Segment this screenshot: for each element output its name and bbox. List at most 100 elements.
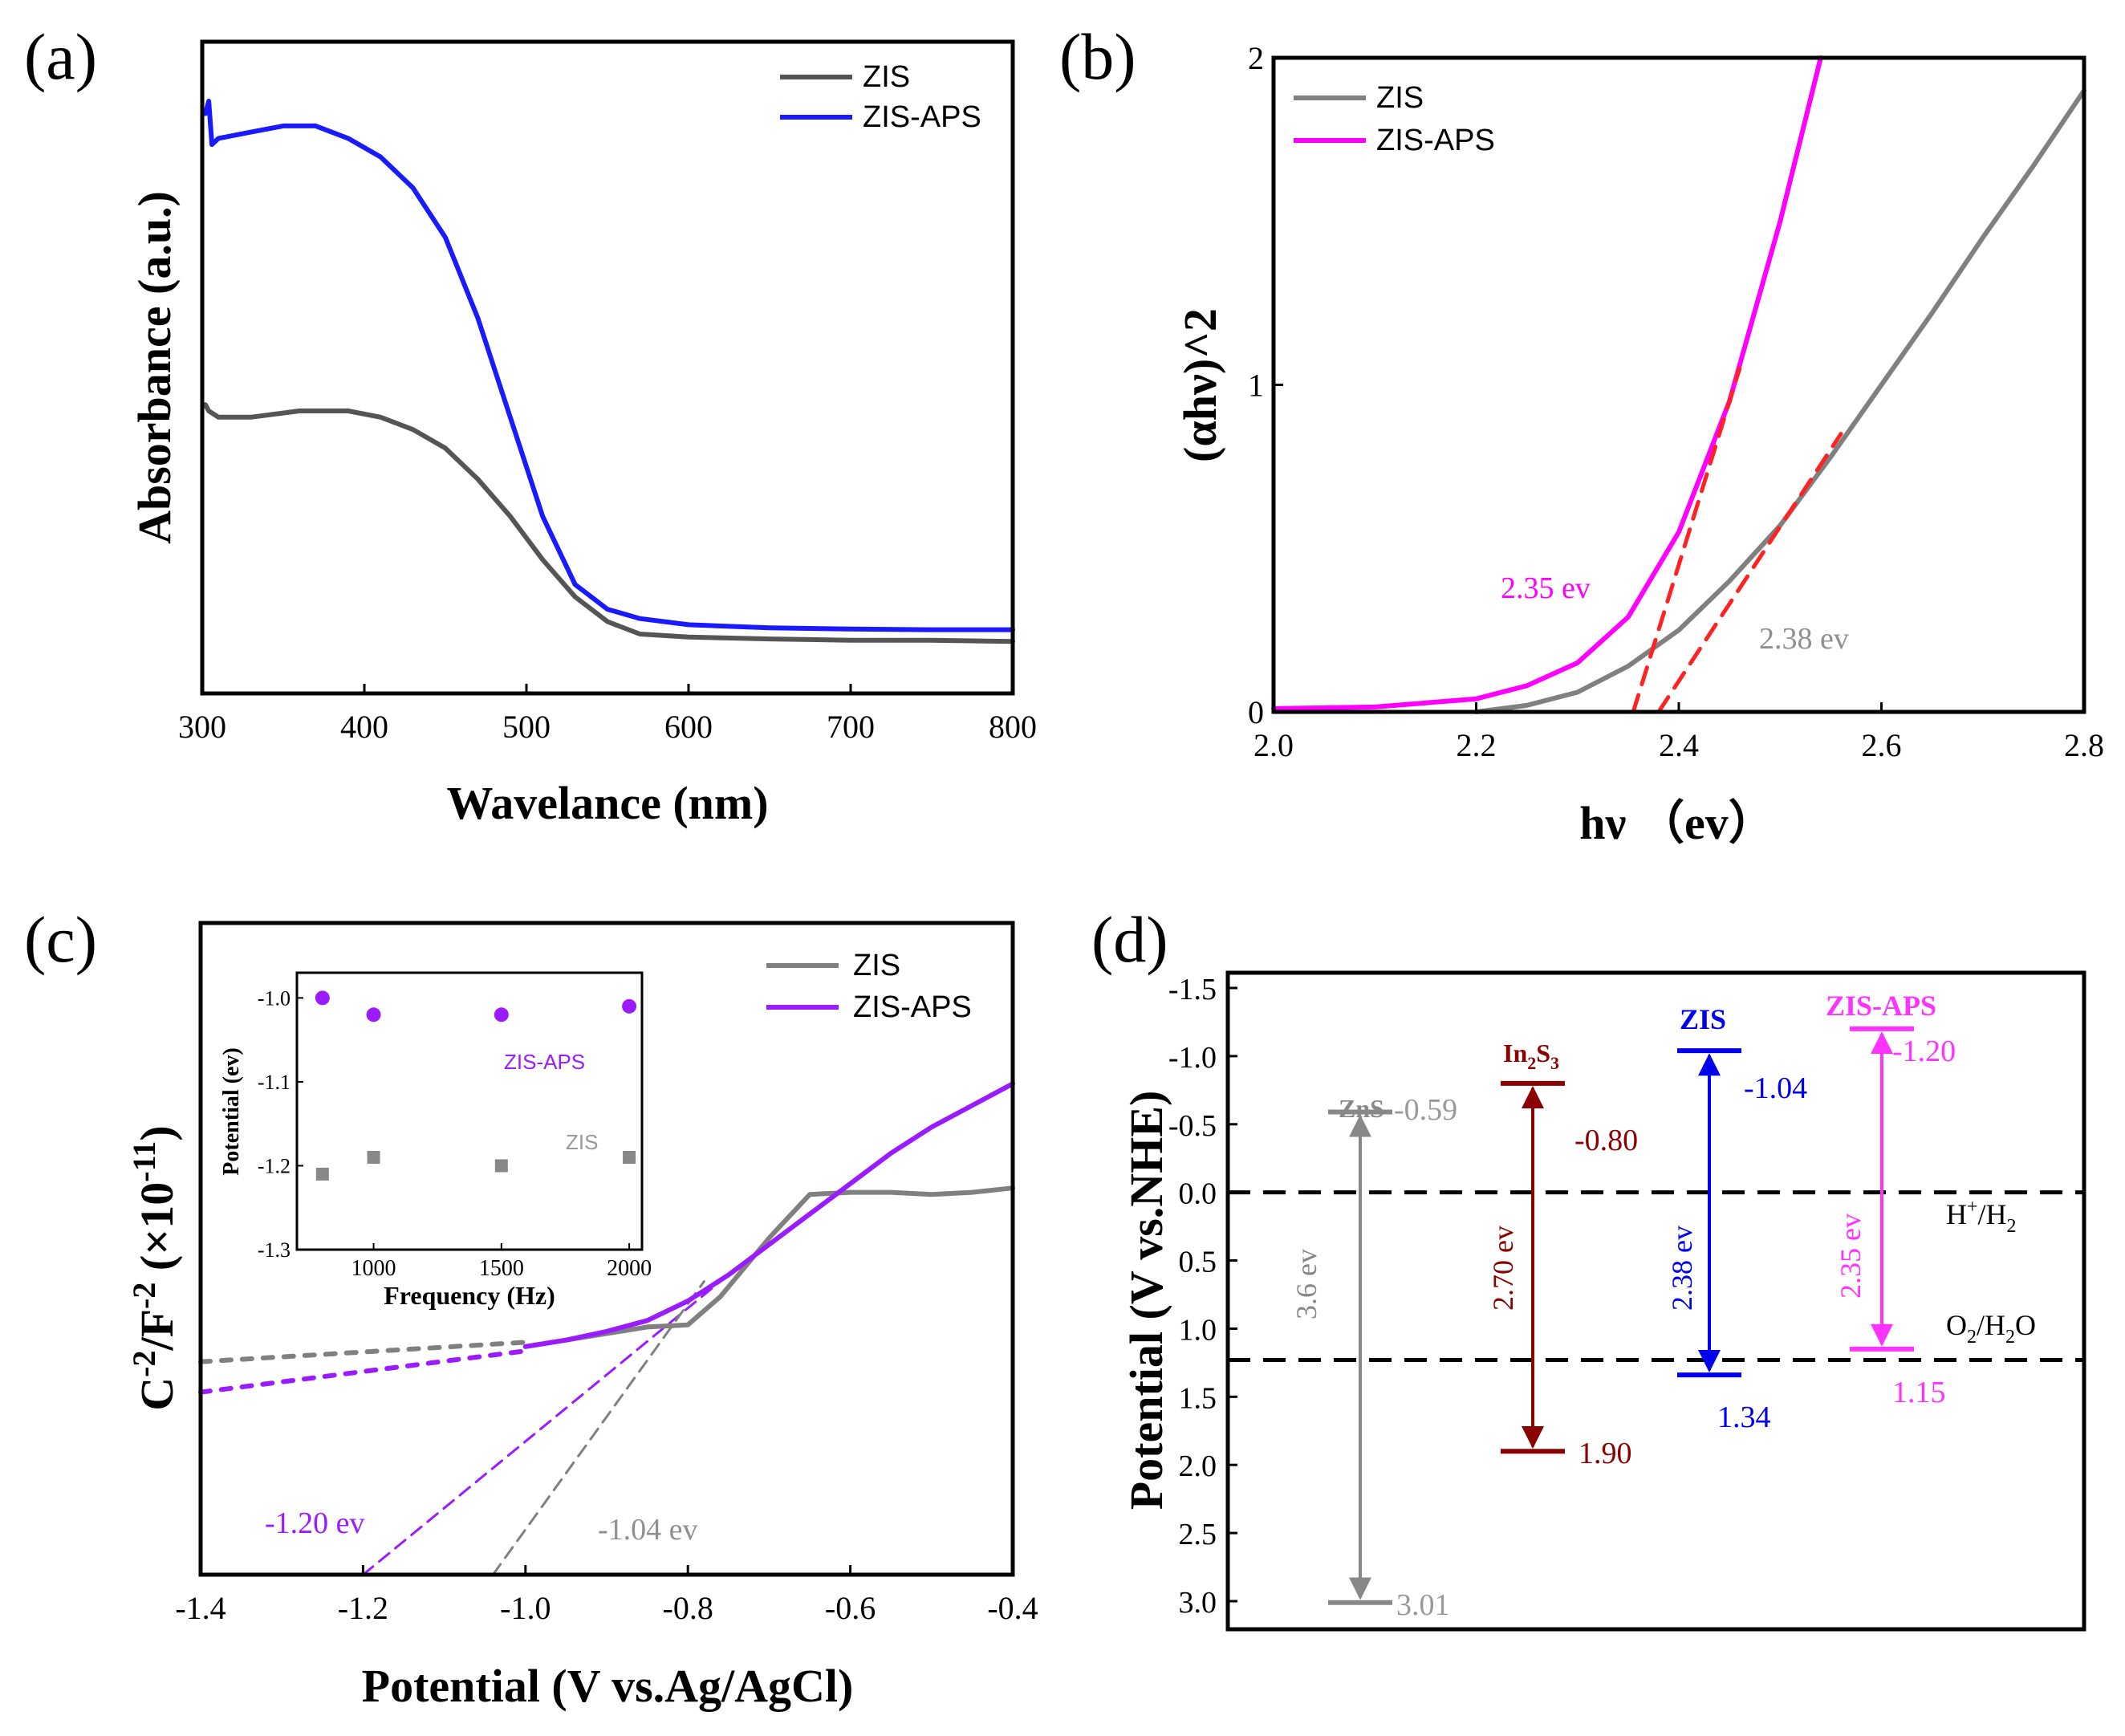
zis-aps-gap-value: 2.35 ev (1834, 1214, 1867, 1299)
panel-d: (d) -1.5 -1.0 -0.5 0.0 0.5 1.0 1.5 2.0 2.5 3.0 Po… (1091, 903, 2086, 1632)
in2s3-name: In2S3 (1503, 1039, 1559, 1073)
panel-b-legend-zis: ZIS (1376, 81, 1424, 115)
panel-a-x-tick-label: 300 (178, 709, 226, 745)
panel-d-label: (d) (1091, 903, 1168, 976)
panel-b-y-tick-label: 2 (1248, 40, 1264, 76)
panel-b-x-tick-label: 2.8 (2064, 727, 2104, 763)
inset-frame (295, 971, 644, 1251)
panel-b-fit-line-2 (1656, 432, 1843, 714)
zns-gap-value: 3.6 ev (1290, 1249, 1323, 1319)
panel-b-y-axis-label: (αhν)^2 (1174, 308, 1226, 462)
panel-c-frame (198, 921, 1015, 1577)
panel-c-x-tick-label: -1.0 (500, 1590, 551, 1626)
in2s3-vb-value: 1.90 (1579, 1437, 1632, 1470)
inset-point-zis-aps (315, 990, 330, 1006)
panel-c-legend-zis-aps: ZIS-APS (853, 990, 972, 1024)
panel-c-label: (c) (24, 903, 97, 976)
panel-d-y-tick-label: 2.5 (1179, 1518, 1217, 1551)
panel-d-y-axis-label: Potential (V vs.NHE) (1120, 1091, 1172, 1510)
inset-point-zis-aps (622, 998, 637, 1014)
zis-name: ZIS (1680, 1003, 1726, 1035)
inset-point-zis (623, 1151, 636, 1164)
panel-c-extrapolation-1 (198, 1340, 528, 1364)
zis-aps-name: ZIS-APS (1826, 990, 1936, 1022)
panel-d-level-h-label: H+/H2 (1946, 1197, 2017, 1237)
panel-c-x-axis-label: Potential (V vs.Ag/AgCl) (362, 1660, 854, 1712)
inset-x-axis-label: Frequency (Hz) (384, 1281, 555, 1310)
panel-c-x-tick-label: -1.4 (175, 1590, 226, 1626)
panel-c-series-zis (522, 1185, 1015, 1349)
inset-plot-area (315, 990, 637, 1181)
panel-c-extrapolation-2 (198, 1348, 528, 1395)
panel-a-legend-zis: ZIS (863, 60, 910, 94)
panel-b-label: (b) (1059, 20, 1136, 93)
panel-b-y-tick-label: 0 (1248, 694, 1264, 730)
panel-c-extrapolation-3 (361, 1280, 722, 1576)
panel-a-series-zis-aps (203, 99, 1015, 632)
panel-b-x-tick-label: 2.0 (1253, 727, 1294, 763)
zis-cb-value: -1.04 (1744, 1071, 1807, 1105)
panel-d-y-tick-label: -1.0 (1168, 1041, 1217, 1075)
panel-a-x-tick-label: 500 (502, 709, 551, 745)
panel-b-annotation-zis-aps: 2.35 ev (1501, 571, 1591, 605)
panel-d-y-tick-label: 0.5 (1179, 1246, 1217, 1279)
panel-c-y-axis-label: C-2/F-2 (×10-11) (126, 1125, 183, 1410)
panel-a-frame (200, 39, 1015, 696)
panel-d-level-o-label: O2/H2O (1946, 1309, 2036, 1348)
panel-b-series-zis (1473, 87, 2086, 714)
panel-b-x-ticks: 2.0 2.2 2.4 2.6 2.8 (1253, 702, 2104, 763)
panel-c-extrapolation-4 (491, 1280, 705, 1576)
panel-b-x-tick-label: 2.6 (1862, 727, 1902, 763)
inset-x-ticks: 1000 1500 2000 (351, 1243, 652, 1281)
panel-d-frame (1225, 970, 2086, 1632)
inset-label-zis: ZIS (566, 1130, 598, 1154)
panel-a-x-tick-label: 700 (827, 709, 875, 745)
in2s3-gap-value: 2.70 ev (1487, 1226, 1519, 1311)
panel-c: (c) -1.4 -1.2 -1.0 -0.8 -0.6 -0.4 Potential (… (24, 903, 1038, 1712)
zis-aps-vb-value: 1.15 (1892, 1376, 1946, 1409)
panel-d-y-tick-label: 1.5 (1179, 1381, 1217, 1415)
panel-a-x-tick-label: 400 (340, 709, 388, 745)
panel-a-legend-zis-aps: ZIS-APS (863, 100, 981, 134)
panel-d-y-tick-label: 1.0 (1179, 1313, 1217, 1347)
panel-d-plot-area (1228, 1026, 2084, 1605)
panel-d-y-tick-label: -0.5 (1168, 1109, 1217, 1143)
panel-d-y-tick-label: 0.0 (1179, 1177, 1217, 1211)
panel-a-y-axis-label: Absorbance (a.u.) (128, 191, 181, 544)
panel-a-x-ticks: 300 400 500 600 700 800 (178, 684, 1037, 745)
panel-c-series-zis-aps (522, 1081, 1015, 1349)
zis-gap-value: 2.38 ev (1666, 1226, 1698, 1311)
panel-b-series-zis-aps (1271, 55, 1823, 711)
panel-c-legend: ZIS ZIS-APS (766, 949, 972, 1024)
panel-c-plot-area (198, 1081, 1015, 1576)
panel-c-x-tick-label: -0.8 (663, 1590, 713, 1626)
panel-c-x-tick-label: -0.6 (825, 1590, 876, 1626)
panel-a-x-tick-label: 800 (989, 709, 1037, 745)
panel-a-plot-area (203, 99, 1015, 644)
zns-vb-value: 3.01 (1396, 1588, 1450, 1622)
inset-point-zis-aps (494, 1007, 509, 1022)
panel-c-annotation-zis-aps: -1.20 ev (265, 1506, 365, 1540)
panel-b-y-ticks: 0 1 2 (1248, 40, 1283, 730)
in2s3-cb-value: -0.80 (1574, 1124, 1638, 1157)
zns-cb-value: -0.59 (1394, 1093, 1457, 1127)
inset-point-zis (315, 1167, 329, 1181)
panel-b-legend: ZIS ZIS-APS (1294, 81, 1495, 157)
panel-b-fit-line-1 (1631, 366, 1742, 714)
panel-c-x-tick-label: -0.4 (987, 1590, 1038, 1626)
panel-a-label: (a) (24, 20, 97, 93)
zis-vb-value: 1.34 (1717, 1401, 1771, 1434)
panel-b-legend-zis-aps: ZIS-APS (1376, 124, 1495, 157)
inset-y-tick-label: -1.0 (258, 986, 291, 1010)
panel-b-x-axis-label: hν （ev） (1579, 797, 1774, 849)
panel-a: (a) 300 400 500 600 700 800 Wavelance (nm) Ab… (24, 20, 1037, 829)
inset-y-tick-label: -1.2 (258, 1154, 291, 1177)
panel-b-y-tick-label: 1 (1248, 368, 1264, 404)
inset-y-tick-label: -1.1 (258, 1071, 291, 1094)
panel-c-annotation-zis: -1.04 ev (598, 1513, 698, 1547)
panel-d-y-tick-label: -1.5 (1168, 973, 1217, 1006)
inset-point-zis-aps (366, 1007, 381, 1022)
panel-b: (b) 2.0 2.2 2.4 2.6 2.8 012 hν （ev） (αhν)^2 … (1059, 20, 2104, 849)
znS-name: ZnS (1339, 1094, 1384, 1123)
